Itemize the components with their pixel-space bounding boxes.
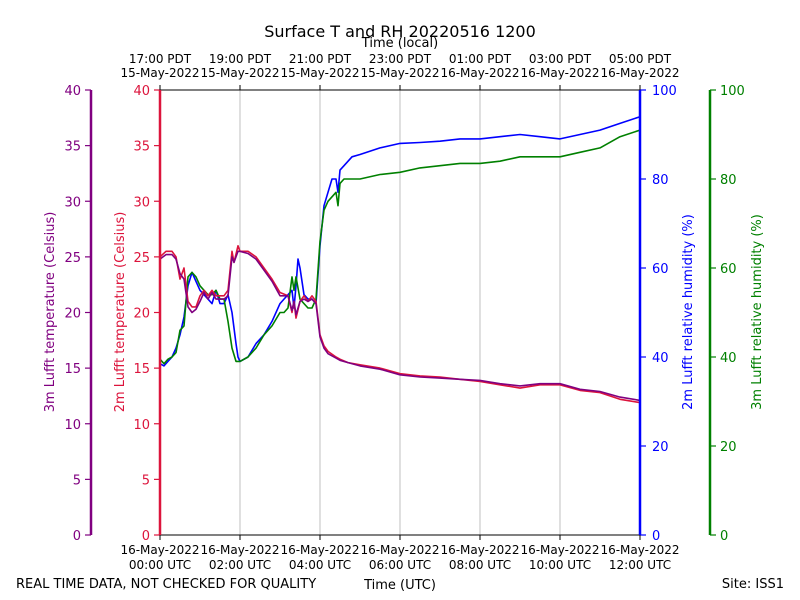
y-tick-label-t2: 40	[133, 84, 150, 99]
x-tick-label-bottom-date: 16-May-2022	[440, 543, 519, 557]
x-tick-label-bottom-time: 10:00 UTC	[529, 558, 591, 572]
y-tick-label-t2: 5	[142, 473, 150, 488]
y-tick-label-rh3: 100	[720, 84, 745, 99]
x-tick-label-top-date: 16-May-2022	[440, 66, 519, 80]
series-line-rh3	[159, 129, 641, 365]
y-tick-label-t3: 20	[64, 307, 81, 322]
axis-title-t2: 2m Lufft temperature (Celsius)	[113, 212, 128, 413]
x-tick-label-top-time: 21:00 PDT	[289, 52, 352, 66]
x-tick-label-top-time: 03:00 PDT	[529, 52, 592, 66]
x-tick-label-bottom-date: 16-May-2022	[360, 543, 439, 557]
y-tick-label-t3: 40	[64, 84, 81, 99]
y-tick-label-rh2: 0	[652, 529, 660, 544]
x-tick-label-top-time: 23:00 PDT	[369, 52, 432, 66]
y-tick-label-t3: 35	[64, 140, 81, 155]
y-tick-label-t2: 0	[142, 529, 150, 544]
y-tick-label-rh3: 20	[720, 440, 737, 455]
x-tick-label-bottom-time: 02:00 UTC	[209, 558, 271, 572]
y-tick-label-t3: 0	[73, 529, 81, 544]
y-tick-label-t2: 25	[133, 251, 150, 266]
x-tick-label-top-time: 17:00 PDT	[129, 52, 192, 66]
x-tick-label-bottom-time: 12:00 UTC	[609, 558, 671, 572]
x-tick-label-top-date: 15-May-2022	[360, 66, 439, 80]
y-tick-label-rh2: 80	[652, 173, 669, 188]
x-tick-label-top-date: 16-May-2022	[600, 66, 679, 80]
series-group	[159, 115, 641, 404]
x-tick-label-bottom-date: 16-May-2022	[120, 543, 199, 557]
y-tick-label-rh2: 100	[652, 84, 677, 99]
y-tick-label-t3: 10	[64, 418, 81, 433]
y-tick-label-rh3: 80	[720, 173, 737, 188]
x-tick-label-bottom-date: 16-May-2022	[520, 543, 599, 557]
y-tick-label-rh2: 20	[652, 440, 669, 455]
y-tick-label-t3: 5	[73, 473, 81, 488]
axis-title-rh2: 2m Lufft relative humidity (%)	[681, 214, 696, 410]
y-tick-label-t3: 25	[64, 251, 81, 266]
chart-title: Surface T and RH 20220516 1200	[264, 22, 536, 41]
y-tick-label-rh2: 60	[652, 262, 669, 277]
axis-title-t3: 3m Lufft temperature (Celsius)	[43, 212, 58, 413]
x-tick-label-top-time: 01:00 PDT	[449, 52, 512, 66]
y-tick-label-t2: 15	[133, 362, 150, 377]
y-tick-label-rh3: 40	[720, 351, 737, 366]
x-tick-label-bottom-date: 16-May-2022	[600, 543, 679, 557]
x-tick-label-bottom-date: 16-May-2022	[280, 543, 359, 557]
y-tick-label-rh3: 0	[720, 529, 728, 544]
top-axis-title: Time (local)	[361, 36, 438, 51]
x-tick-label-bottom-date: 16-May-2022	[200, 543, 279, 557]
quality-disclaimer: REAL TIME DATA, NOT CHECKED FOR QUALITY	[16, 577, 316, 592]
y-tick-label-t2: 10	[133, 418, 150, 433]
x-tick-label-bottom-time: 06:00 UTC	[369, 558, 431, 572]
series-line-rh2	[159, 115, 641, 367]
x-tick-label-bottom-time: 04:00 UTC	[289, 558, 351, 572]
y-tick-label-t2: 30	[133, 195, 150, 210]
series-line-t3	[159, 250, 641, 402]
x-tick-label-bottom-time: 08:00 UTC	[449, 558, 511, 572]
x-tick-label-bottom-time: 00:00 UTC	[129, 558, 191, 572]
x-tick-label-top-date: 16-May-2022	[520, 66, 599, 80]
y-tick-label-rh3: 60	[720, 262, 737, 277]
site-label: Site: ISS1	[722, 577, 784, 592]
y-tick-label-t3: 15	[64, 362, 81, 377]
x-tick-label-top-time: 19:00 PDT	[209, 52, 272, 66]
y-tick-label-t2: 20	[133, 307, 150, 322]
y-tick-label-rh2: 40	[652, 351, 669, 366]
x-tick-label-top-time: 05:00 PDT	[609, 52, 672, 66]
x-tick-label-top-date: 15-May-2022	[280, 66, 359, 80]
y-axes: 0 5 10 15 20 25 30 35 40 0 5 10 15 20 25 30 35 40 0 20 40 60 8…	[64, 84, 744, 544]
x-axis-title: Time (UTC)	[363, 578, 436, 593]
x-tick-label-top-date: 15-May-2022	[120, 66, 199, 80]
x-tick-label-top-date: 15-May-2022	[200, 66, 279, 80]
gridlines	[239, 90, 561, 535]
y-tick-label-t2: 35	[133, 140, 150, 155]
y-tick-label-t3: 30	[64, 195, 81, 210]
axis-title-rh3: 3m Lufft relative humidity (%)	[750, 214, 765, 410]
